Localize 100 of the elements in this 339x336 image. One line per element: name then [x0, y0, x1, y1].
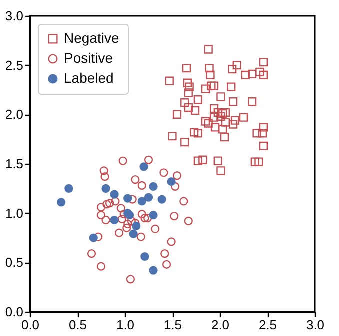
point	[114, 228, 124, 238]
y-tick-label: 2.5	[5, 58, 24, 73]
point	[239, 113, 248, 122]
point	[105, 199, 114, 208]
point	[221, 108, 230, 117]
point	[259, 70, 268, 80]
point	[184, 88, 193, 98]
point	[184, 103, 193, 112]
point	[180, 98, 190, 108]
point	[230, 116, 240, 125]
point	[194, 156, 202, 166]
y-tick-label: 2.0	[5, 107, 24, 122]
point	[122, 224, 132, 232]
point	[140, 252, 150, 262]
x-tick-label: 3.0	[306, 318, 325, 332]
point	[136, 232, 146, 242]
point	[138, 197, 146, 206]
point	[165, 76, 174, 86]
point	[184, 216, 193, 226]
x-tick-label: 1.0	[116, 318, 135, 332]
point	[100, 166, 108, 176]
point	[228, 64, 237, 74]
point	[170, 212, 179, 221]
point	[180, 197, 188, 206]
point	[140, 162, 148, 172]
point	[254, 158, 264, 166]
point	[180, 138, 190, 147]
x-tick-label: 0.0	[21, 318, 40, 332]
point	[259, 123, 268, 132]
point	[160, 168, 168, 178]
point	[140, 214, 150, 223]
legend-label: Positive	[64, 50, 114, 66]
point	[182, 64, 192, 73]
point	[57, 198, 66, 207]
point	[259, 58, 268, 67]
point	[206, 70, 215, 80]
legend-label: Labeled	[64, 70, 114, 86]
point	[102, 184, 110, 193]
point	[185, 82, 194, 92]
point	[207, 82, 216, 90]
point	[102, 200, 112, 209]
point	[194, 129, 202, 138]
point	[158, 195, 166, 204]
point	[252, 129, 262, 138]
y-tick-label: 1.0	[5, 206, 24, 221]
point	[204, 45, 213, 54]
point	[87, 249, 96, 258]
point	[256, 68, 264, 77]
y-tick-label: 0.0	[5, 304, 24, 320]
point	[132, 222, 141, 230]
point	[259, 142, 268, 151]
point	[210, 113, 219, 122]
point	[110, 190, 119, 199]
point	[96, 203, 106, 212]
point	[144, 156, 154, 164]
point	[205, 64, 214, 73]
point	[144, 193, 154, 202]
legend-label: Negative	[64, 30, 120, 46]
point	[116, 204, 126, 213]
point	[221, 118, 230, 127]
point	[172, 172, 182, 180]
point	[167, 177, 176, 186]
point	[248, 98, 257, 106]
point	[228, 120, 238, 129]
point	[111, 197, 120, 206]
point	[248, 70, 257, 79]
point	[96, 211, 106, 220]
point	[204, 119, 213, 128]
point	[149, 182, 158, 191]
point	[138, 210, 146, 219]
point	[201, 84, 210, 94]
point	[131, 175, 140, 184]
point	[232, 61, 242, 70]
point	[102, 216, 110, 225]
point	[160, 249, 170, 258]
point	[250, 158, 260, 166]
x-tick-label: 2.5	[258, 318, 278, 332]
point	[64, 184, 74, 193]
y-tick-label: 1.5	[5, 156, 24, 172]
y-tick-label: 3.0	[5, 8, 24, 24]
point	[138, 181, 146, 190]
point	[110, 216, 119, 225]
point	[190, 128, 199, 137]
point	[216, 166, 226, 176]
point	[201, 117, 210, 126]
point	[149, 266, 158, 275]
point	[183, 78, 192, 88]
point	[218, 125, 228, 134]
x-tick-label: 2.0	[211, 318, 230, 332]
point	[96, 262, 106, 271]
point	[124, 194, 132, 203]
x-tick-label: 0.5	[68, 318, 88, 332]
point	[198, 156, 208, 164]
point	[210, 123, 220, 132]
point	[210, 82, 219, 90]
y-tick-label: 0.5	[5, 255, 24, 270]
point	[162, 260, 172, 269]
point	[228, 98, 238, 106]
point	[100, 172, 110, 182]
point	[210, 104, 219, 114]
